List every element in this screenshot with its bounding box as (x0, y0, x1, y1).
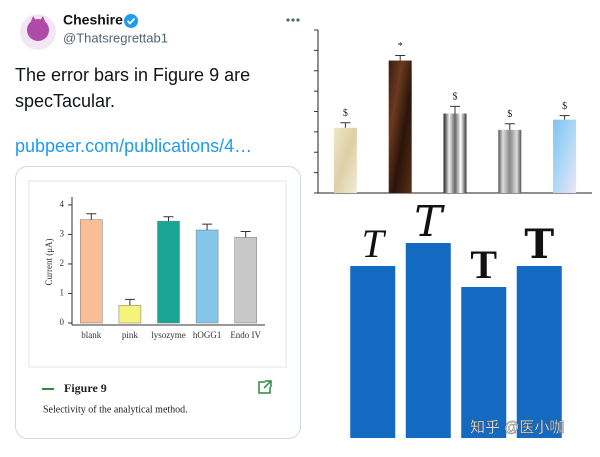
bar (498, 129, 522, 193)
bar (443, 113, 467, 193)
bar-letter: T (414, 197, 445, 246)
x-tick-label: Endo IV (230, 330, 261, 340)
y-tick-label: 3 (60, 228, 65, 238)
tweet-text: specTacular. (15, 91, 115, 111)
tweet-text: The error bars in Figure 9 are (15, 65, 250, 85)
more-menu[interactable] (286, 18, 300, 22)
charts: 0 1 2 3 4 blank pink lysozyme hOGG1 Endo IV $ * $ $ $ T… (60, 29, 577, 438)
bar (118, 305, 142, 324)
bar (553, 119, 577, 193)
avatar-cat (27, 19, 49, 41)
tweet-link[interactable]: pubpeer.com/publications/4… (15, 136, 252, 156)
bar (350, 266, 396, 438)
annotation: $ (453, 92, 458, 103)
error-bar (450, 105, 460, 114)
open-figure-icon[interactable] (258, 380, 272, 394)
bar-letter: T (524, 221, 554, 268)
error-bar (86, 213, 97, 220)
error-bar (124, 298, 135, 306)
error-bar (340, 122, 351, 128)
x-tick-label: blank (81, 330, 101, 340)
bar (157, 220, 180, 324)
y-tick-label: 2 (60, 258, 65, 268)
bar (405, 243, 451, 438)
verified-badge (124, 14, 138, 28)
annotation: $ (562, 101, 567, 112)
y-tick-label: 0 (60, 317, 65, 327)
bar (80, 219, 103, 324)
error-bar (202, 223, 213, 230)
bar (195, 229, 219, 324)
avatar-ears (30, 16, 46, 24)
error-bar (395, 54, 406, 61)
bar (333, 127, 357, 193)
bar (516, 266, 562, 438)
y-tick-label: 1 (60, 288, 65, 298)
x-tick-label: lysozyme (151, 330, 186, 340)
figure-label: Figure 9 (64, 381, 107, 395)
bar (388, 60, 412, 193)
annotation: * (398, 41, 403, 52)
y-tick-label: 4 (60, 199, 65, 209)
annotation: $ (343, 108, 348, 119)
user-handle[interactable]: @Thatsregrettab1 (63, 30, 168, 45)
bar (234, 237, 257, 324)
annotation: $ (507, 109, 512, 120)
error-bar (504, 123, 515, 130)
error-bar (559, 115, 570, 120)
figure-caption: Selectivity of the analytical method. (43, 404, 188, 415)
bar-letter: T (470, 242, 497, 287)
watermark: 知乎 @医小咖 (470, 419, 564, 436)
verified-check (126, 17, 136, 25)
x-tick-label: hOGG1 (193, 330, 222, 340)
bar-letter: T (362, 221, 387, 266)
user-name[interactable]: Cheshire (63, 12, 123, 28)
bar (461, 287, 507, 438)
x-tick-label: pink (122, 330, 139, 340)
error-bar (240, 230, 251, 238)
y-axis-label: Current (μA) (44, 238, 54, 285)
error-bar (163, 216, 174, 222)
